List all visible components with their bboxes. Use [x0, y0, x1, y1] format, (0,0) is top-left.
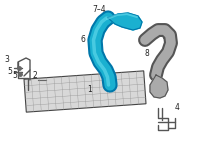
Text: 7–4: 7–4: [92, 5, 106, 15]
Polygon shape: [24, 71, 146, 112]
Text: 5: 5: [13, 71, 17, 81]
Text: 4: 4: [175, 103, 179, 112]
Polygon shape: [150, 75, 168, 98]
Text: 8: 8: [145, 49, 149, 57]
Text: 2: 2: [33, 71, 37, 81]
Text: 6: 6: [81, 35, 85, 45]
Polygon shape: [108, 13, 142, 30]
Text: 5: 5: [8, 67, 12, 76]
Text: 3: 3: [5, 56, 9, 65]
Text: 1: 1: [88, 86, 92, 95]
